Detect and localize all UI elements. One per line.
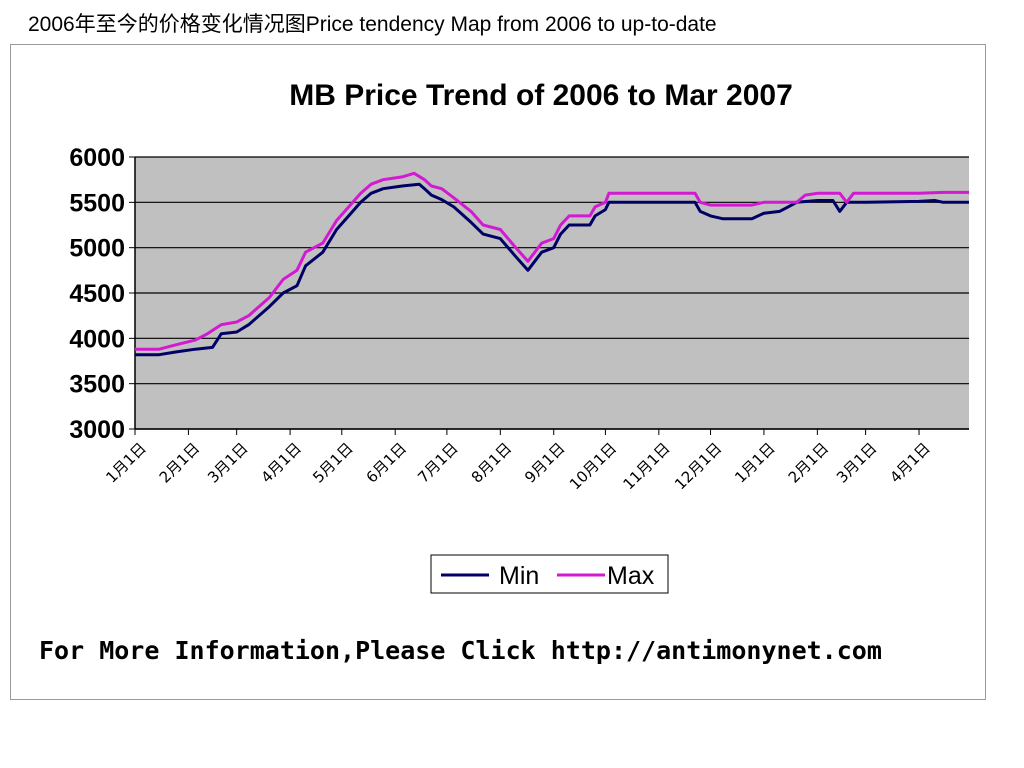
y-tick-label: 4000: [69, 325, 125, 353]
legend-label-min: Min: [499, 562, 539, 590]
footer-link-text[interactable]: For More Information,Please Click http:/…: [39, 636, 882, 665]
x-tick-label: 4月1日: [257, 439, 304, 486]
y-tick-label: 3500: [69, 371, 125, 399]
series-line-max: [135, 171, 969, 351]
y-tick-label: 5000: [69, 235, 125, 263]
x-tick-label: 11月1日: [619, 439, 673, 493]
x-tick-label: 10月1日: [566, 439, 620, 493]
x-tick-label: 2月1日: [785, 439, 832, 486]
page-heading: 2006年至今的价格变化情况图Price tendency Map from 2…: [28, 13, 717, 36]
x-tick-label: 1月1日: [731, 439, 778, 486]
x-tick-label: 5月1日: [309, 439, 356, 486]
chart-frame: MB Price Trend of 2006 to Mar 2007 6000 5…: [10, 44, 986, 700]
y-tick-label: 5500: [69, 189, 125, 217]
series-line-min: [135, 182, 969, 357]
y-tick-label: 3000: [69, 416, 125, 444]
x-tick-label: 4月1日: [886, 439, 933, 486]
x-tick-label: 6月1日: [363, 439, 410, 486]
axes: [129, 156, 969, 435]
x-tick-label: 7月1日: [414, 439, 461, 486]
x-tick-labels: 1月1日 2月1日 3月1日 4月1日 5月1日 6月1日 7月1日 8月1日 9月1日10月1…: [102, 439, 933, 493]
y-tick-label: 6000: [69, 144, 125, 172]
x-tick-label: 3月1日: [833, 439, 880, 486]
x-tick-label: 12月1日: [671, 439, 725, 493]
x-tick-label: 1月1日: [102, 439, 149, 486]
x-tick-label: 8月1日: [468, 439, 515, 486]
legend-label-max: Max: [607, 562, 655, 590]
y-tick-labels: 6000 5500 5000 4500 4000 3500 3000: [69, 144, 125, 444]
price-trend-chart: MB Price Trend of 2006 to Mar 2007 6000 5…: [39, 79, 969, 665]
chart-title: MB Price Trend of 2006 to Mar 2007: [289, 79, 793, 112]
y-tick-label: 4500: [69, 280, 125, 308]
x-tick-label: 3月1日: [204, 439, 251, 486]
x-tick-label: 9月1日: [521, 439, 568, 486]
x-tick-label: 2月1日: [156, 439, 203, 486]
legend: Min Max: [430, 554, 669, 594]
series-lines: [135, 171, 969, 357]
